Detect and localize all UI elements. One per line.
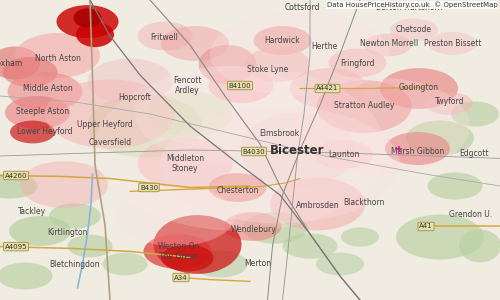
Text: B4100: B4100 <box>228 82 252 88</box>
Ellipse shape <box>9 216 71 246</box>
Ellipse shape <box>0 46 40 80</box>
Ellipse shape <box>154 215 242 274</box>
Text: Twyford: Twyford <box>435 98 465 106</box>
Text: Stratton Audley: Stratton Audley <box>334 100 394 109</box>
Ellipse shape <box>74 8 102 28</box>
Ellipse shape <box>20 161 108 208</box>
Ellipse shape <box>290 68 368 109</box>
Ellipse shape <box>242 212 308 244</box>
Text: A4260: A4260 <box>5 172 27 178</box>
Text: Ambrosden: Ambrosden <box>296 201 340 210</box>
Text: Chetsode: Chetsode <box>396 26 432 34</box>
Ellipse shape <box>45 80 175 148</box>
Text: B4030: B4030 <box>242 148 266 154</box>
Ellipse shape <box>210 12 390 96</box>
Ellipse shape <box>390 19 438 41</box>
Text: Hopcroft: Hopcroft <box>118 93 152 102</box>
Text: Stoke Lyne: Stoke Lyne <box>247 64 288 74</box>
Text: Weston On
The Green: Weston On The Green <box>158 242 200 261</box>
Text: North Aston: North Aston <box>34 54 80 63</box>
Text: B430: B430 <box>140 184 158 190</box>
Text: Herthe: Herthe <box>311 42 337 51</box>
Ellipse shape <box>290 78 470 174</box>
Text: Chesterton: Chesterton <box>216 186 258 195</box>
Text: Preston Bissett: Preston Bissett <box>424 39 481 48</box>
Ellipse shape <box>316 80 412 133</box>
Ellipse shape <box>270 178 365 230</box>
Text: Bicester: Bicester <box>270 143 325 157</box>
Text: Data HousePriceHistory.co.uk  © OpenStreetMap: Data HousePriceHistory.co.uk © OpenStree… <box>327 2 498 8</box>
Ellipse shape <box>88 94 202 158</box>
Ellipse shape <box>144 234 212 269</box>
Text: Steeple Aston: Steeple Aston <box>16 106 69 116</box>
Ellipse shape <box>161 26 229 61</box>
Ellipse shape <box>224 212 282 241</box>
Text: Newton Morrell: Newton Morrell <box>360 39 418 48</box>
Ellipse shape <box>192 250 248 278</box>
Ellipse shape <box>148 92 232 136</box>
Text: Blackthorn: Blackthorn <box>344 198 384 207</box>
Ellipse shape <box>160 106 400 224</box>
Text: Kirtlington: Kirtlington <box>47 228 88 237</box>
Ellipse shape <box>428 172 482 200</box>
Ellipse shape <box>76 22 114 47</box>
Ellipse shape <box>459 230 500 262</box>
Ellipse shape <box>135 66 315 162</box>
Text: Upper Heyford: Upper Heyford <box>77 120 133 129</box>
Ellipse shape <box>115 186 235 246</box>
Ellipse shape <box>15 33 100 78</box>
Ellipse shape <box>245 47 310 82</box>
Ellipse shape <box>315 140 373 169</box>
Text: A4421: A4421 <box>316 85 338 91</box>
Text: Marsh Gibbon: Marsh Gibbon <box>391 147 444 156</box>
Ellipse shape <box>208 173 266 202</box>
Ellipse shape <box>49 203 101 229</box>
Text: Middle Aston: Middle Aston <box>22 84 72 93</box>
Ellipse shape <box>282 233 338 259</box>
Ellipse shape <box>428 32 476 55</box>
Ellipse shape <box>56 5 118 38</box>
Text: Bletchingdon: Bletchingdon <box>49 260 99 269</box>
Text: Barton Hartshorn: Barton Hartshorn <box>376 3 442 12</box>
Ellipse shape <box>68 235 112 257</box>
Text: Edgcott: Edgcott <box>459 148 489 158</box>
Ellipse shape <box>102 253 148 275</box>
Text: Grendon U.: Grendon U. <box>450 210 492 219</box>
Ellipse shape <box>364 34 412 56</box>
Text: A34: A34 <box>174 274 188 280</box>
Ellipse shape <box>198 45 256 84</box>
Text: Godington: Godington <box>399 82 439 91</box>
Ellipse shape <box>10 121 55 143</box>
Ellipse shape <box>254 26 312 55</box>
Ellipse shape <box>406 121 474 155</box>
Text: Lower Heyford: Lower Heyford <box>17 128 73 136</box>
Text: Hardwick: Hardwick <box>264 36 300 45</box>
Ellipse shape <box>328 49 386 77</box>
Ellipse shape <box>0 262 52 290</box>
Ellipse shape <box>2 57 58 87</box>
Text: Bloxham: Bloxham <box>0 58 22 68</box>
Text: Launton: Launton <box>328 150 360 159</box>
Text: Fringford: Fringford <box>340 58 375 68</box>
Ellipse shape <box>316 253 364 275</box>
Ellipse shape <box>138 22 192 50</box>
Ellipse shape <box>396 214 484 260</box>
Text: A41: A41 <box>419 224 433 230</box>
Ellipse shape <box>8 72 83 111</box>
Ellipse shape <box>162 244 214 272</box>
Ellipse shape <box>425 92 473 115</box>
Ellipse shape <box>5 96 70 129</box>
Text: Elmsbrook: Elmsbrook <box>259 129 299 138</box>
Ellipse shape <box>385 132 450 165</box>
Text: Tackley: Tackley <box>18 207 46 216</box>
Ellipse shape <box>208 68 274 103</box>
Text: Caversfield: Caversfield <box>88 138 132 147</box>
Text: Cottsford: Cottsford <box>285 3 320 12</box>
Ellipse shape <box>138 138 232 189</box>
Text: Fritwell: Fritwell <box>150 33 178 42</box>
Ellipse shape <box>380 68 458 109</box>
Ellipse shape <box>451 101 499 127</box>
Text: Merton: Merton <box>244 259 271 268</box>
Ellipse shape <box>0 173 38 199</box>
